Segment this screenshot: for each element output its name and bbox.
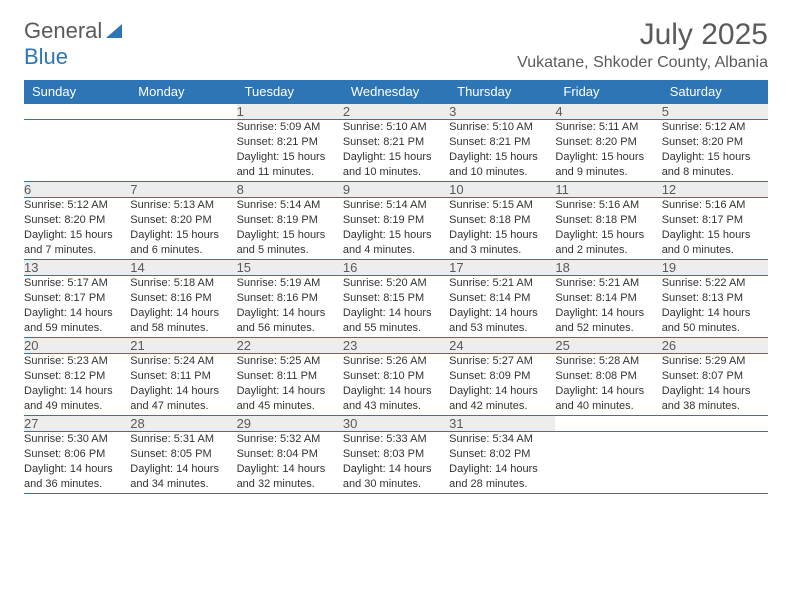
day-detail-cell: Sunrise: 5:26 AMSunset: 8:10 PMDaylight:… <box>343 354 449 416</box>
day-detail-row: Sunrise: 5:09 AMSunset: 8:21 PMDaylight:… <box>24 120 768 182</box>
day-number-cell: 4 <box>555 104 661 120</box>
day-detail-row: Sunrise: 5:12 AMSunset: 8:20 PMDaylight:… <box>24 198 768 260</box>
day-detail-cell: Sunrise: 5:21 AMSunset: 8:14 PMDaylight:… <box>449 276 555 338</box>
logo-word2: Blue <box>24 44 68 70</box>
logo-word1: General <box>24 18 102 44</box>
day-number-cell: 7 <box>130 182 236 198</box>
day-number-cell: 16 <box>343 260 449 276</box>
day-detail-cell: Sunrise: 5:13 AMSunset: 8:20 PMDaylight:… <box>130 198 236 260</box>
title-block: July 2025 Vukatane, Shkoder County, Alba… <box>517 18 768 72</box>
day-detail-cell: Sunrise: 5:15 AMSunset: 8:18 PMDaylight:… <box>449 198 555 260</box>
day-number-cell: 2 <box>343 104 449 120</box>
calendar-table: SundayMondayTuesdayWednesdayThursdayFrid… <box>24 80 768 494</box>
day-number-row: 12345 <box>24 104 768 120</box>
day-detail-cell <box>662 432 768 494</box>
day-number-cell <box>24 104 130 120</box>
day-number-cell: 25 <box>555 338 661 354</box>
day-detail-cell: Sunrise: 5:21 AMSunset: 8:14 PMDaylight:… <box>555 276 661 338</box>
day-number-cell: 14 <box>130 260 236 276</box>
day-number-cell: 23 <box>343 338 449 354</box>
weekday-header: Sunday <box>24 80 130 104</box>
day-detail-cell <box>24 120 130 182</box>
day-detail-cell: Sunrise: 5:30 AMSunset: 8:06 PMDaylight:… <box>24 432 130 494</box>
day-number-cell: 5 <box>662 104 768 120</box>
day-number-cell: 8 <box>237 182 343 198</box>
day-number-cell: 19 <box>662 260 768 276</box>
day-number-cell <box>662 416 768 432</box>
weekday-header: Friday <box>555 80 661 104</box>
day-detail-cell: Sunrise: 5:19 AMSunset: 8:16 PMDaylight:… <box>237 276 343 338</box>
day-detail-cell: Sunrise: 5:24 AMSunset: 8:11 PMDaylight:… <box>130 354 236 416</box>
day-number-cell: 6 <box>24 182 130 198</box>
day-detail-cell: Sunrise: 5:09 AMSunset: 8:21 PMDaylight:… <box>237 120 343 182</box>
day-number-cell: 17 <box>449 260 555 276</box>
day-number-cell: 30 <box>343 416 449 432</box>
day-detail-cell: Sunrise: 5:17 AMSunset: 8:17 PMDaylight:… <box>24 276 130 338</box>
day-number-cell: 13 <box>24 260 130 276</box>
day-detail-cell <box>130 120 236 182</box>
day-detail-cell: Sunrise: 5:20 AMSunset: 8:15 PMDaylight:… <box>343 276 449 338</box>
day-number-row: 6789101112 <box>24 182 768 198</box>
day-number-cell: 27 <box>24 416 130 432</box>
day-number-cell: 21 <box>130 338 236 354</box>
calendar-weekday-header: SundayMondayTuesdayWednesdayThursdayFrid… <box>24 80 768 104</box>
weekday-header: Thursday <box>449 80 555 104</box>
day-number-cell: 26 <box>662 338 768 354</box>
day-detail-cell: Sunrise: 5:22 AMSunset: 8:13 PMDaylight:… <box>662 276 768 338</box>
day-number-cell: 12 <box>662 182 768 198</box>
day-number-cell <box>130 104 236 120</box>
day-detail-cell: Sunrise: 5:10 AMSunset: 8:21 PMDaylight:… <box>343 120 449 182</box>
day-number-cell: 24 <box>449 338 555 354</box>
day-number-cell: 11 <box>555 182 661 198</box>
logo: General <box>24 18 124 44</box>
day-detail-row: Sunrise: 5:17 AMSunset: 8:17 PMDaylight:… <box>24 276 768 338</box>
day-number-cell <box>555 416 661 432</box>
day-detail-cell: Sunrise: 5:12 AMSunset: 8:20 PMDaylight:… <box>24 198 130 260</box>
location-text: Vukatane, Shkoder County, Albania <box>517 54 768 72</box>
weekday-header: Tuesday <box>237 80 343 104</box>
day-detail-cell: Sunrise: 5:31 AMSunset: 8:05 PMDaylight:… <box>130 432 236 494</box>
weekday-header: Saturday <box>662 80 768 104</box>
day-number-cell: 22 <box>237 338 343 354</box>
day-detail-cell: Sunrise: 5:16 AMSunset: 8:18 PMDaylight:… <box>555 198 661 260</box>
day-number-cell: 28 <box>130 416 236 432</box>
day-detail-cell: Sunrise: 5:28 AMSunset: 8:08 PMDaylight:… <box>555 354 661 416</box>
day-detail-cell: Sunrise: 5:10 AMSunset: 8:21 PMDaylight:… <box>449 120 555 182</box>
day-number-cell: 3 <box>449 104 555 120</box>
day-detail-cell: Sunrise: 5:12 AMSunset: 8:20 PMDaylight:… <box>662 120 768 182</box>
month-title: July 2025 <box>517 18 768 52</box>
day-number-row: 2728293031 <box>24 416 768 432</box>
day-detail-cell: Sunrise: 5:14 AMSunset: 8:19 PMDaylight:… <box>237 198 343 260</box>
day-number-cell: 31 <box>449 416 555 432</box>
day-number-row: 13141516171819 <box>24 260 768 276</box>
day-detail-cell: Sunrise: 5:23 AMSunset: 8:12 PMDaylight:… <box>24 354 130 416</box>
day-detail-cell: Sunrise: 5:11 AMSunset: 8:20 PMDaylight:… <box>555 120 661 182</box>
day-detail-cell: Sunrise: 5:33 AMSunset: 8:03 PMDaylight:… <box>343 432 449 494</box>
day-detail-cell: Sunrise: 5:34 AMSunset: 8:02 PMDaylight:… <box>449 432 555 494</box>
day-detail-cell: Sunrise: 5:29 AMSunset: 8:07 PMDaylight:… <box>662 354 768 416</box>
day-number-cell: 10 <box>449 182 555 198</box>
day-detail-cell <box>555 432 661 494</box>
day-detail-cell: Sunrise: 5:25 AMSunset: 8:11 PMDaylight:… <box>237 354 343 416</box>
day-detail-cell: Sunrise: 5:32 AMSunset: 8:04 PMDaylight:… <box>237 432 343 494</box>
day-detail-cell: Sunrise: 5:27 AMSunset: 8:09 PMDaylight:… <box>449 354 555 416</box>
day-number-cell: 1 <box>237 104 343 120</box>
day-detail-row: Sunrise: 5:23 AMSunset: 8:12 PMDaylight:… <box>24 354 768 416</box>
day-number-cell: 18 <box>555 260 661 276</box>
day-number-cell: 15 <box>237 260 343 276</box>
page-header: General July 2025 Vukatane, Shkoder Coun… <box>24 18 768 72</box>
weekday-header: Monday <box>130 80 236 104</box>
day-detail-row: Sunrise: 5:30 AMSunset: 8:06 PMDaylight:… <box>24 432 768 494</box>
day-detail-cell: Sunrise: 5:18 AMSunset: 8:16 PMDaylight:… <box>130 276 236 338</box>
weekday-header: Wednesday <box>343 80 449 104</box>
day-number-cell: 20 <box>24 338 130 354</box>
day-number-cell: 29 <box>237 416 343 432</box>
day-number-row: 20212223242526 <box>24 338 768 354</box>
day-detail-cell: Sunrise: 5:16 AMSunset: 8:17 PMDaylight:… <box>662 198 768 260</box>
day-detail-cell: Sunrise: 5:14 AMSunset: 8:19 PMDaylight:… <box>343 198 449 260</box>
day-number-cell: 9 <box>343 182 449 198</box>
calendar-body: 12345 Sunrise: 5:09 AMSunset: 8:21 PMDay… <box>24 104 768 494</box>
logo-sail-icon <box>104 22 124 40</box>
